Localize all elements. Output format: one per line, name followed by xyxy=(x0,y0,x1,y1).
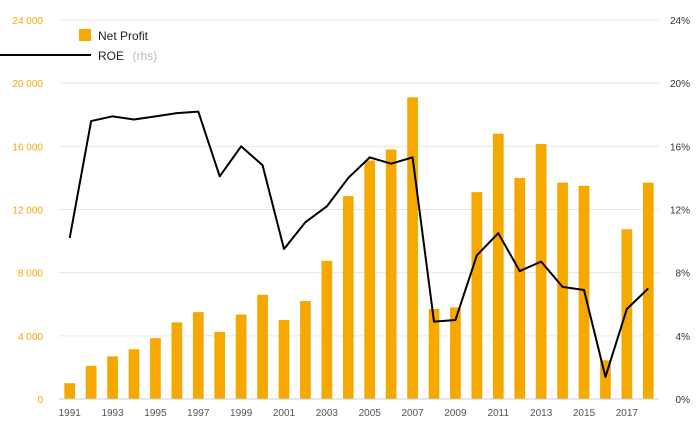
x-tick-label: 2001 xyxy=(273,408,296,419)
legend-marker-net-profit xyxy=(79,29,91,41)
bar-net-profit-1997 xyxy=(192,312,204,399)
bar-net-profit-1998 xyxy=(214,331,226,399)
bar-net-profit-2003 xyxy=(321,260,333,399)
bar-net-profit-2010 xyxy=(471,192,483,399)
x-tick-label: 2017 xyxy=(616,408,639,419)
x-tick-label: 1991 xyxy=(59,408,82,419)
bar-net-profit-1999 xyxy=(235,314,247,399)
axes: 0 4 000 8 000 12 000 16 000 20 000 24 000 0% 4% 8… xyxy=(12,16,690,419)
x-tick-label: 1997 xyxy=(187,408,210,419)
bar-net-profit-2005 xyxy=(364,160,376,399)
x-tick-label: 2015 xyxy=(573,408,596,419)
roe-line xyxy=(68,110,649,378)
bar-net-profit-2013 xyxy=(535,143,547,399)
x-tick-label: 1995 xyxy=(144,408,167,419)
bar-net-profit-2006 xyxy=(385,149,397,399)
y-left-tick-label: 24 000 xyxy=(12,16,43,27)
bar-net-profit-2002 xyxy=(300,301,311,399)
x-tick-label: 1993 xyxy=(101,408,124,419)
x-tick-label: 1999 xyxy=(230,408,253,419)
y-left-tick-label: 20 000 xyxy=(12,79,43,90)
bar-net-profit-2001 xyxy=(278,320,290,399)
bar-net-profit-2018 xyxy=(642,182,654,399)
x-tick-label: 2007 xyxy=(401,408,424,419)
bar-net-profit-1995 xyxy=(150,338,161,399)
bar-net-profit-2012 xyxy=(514,177,526,399)
bar-net-profit-2017 xyxy=(621,229,633,399)
bar-net-profit-2008 xyxy=(428,308,440,399)
y-right-tick-label: 4% xyxy=(676,332,691,343)
y-left-tick-label: 16 000 xyxy=(12,142,43,153)
bar-net-profit-2014 xyxy=(557,182,568,399)
y-right-tick-label: 12% xyxy=(670,206,690,217)
legend-label-net-profit: Net Profit xyxy=(98,29,149,43)
bar-net-profit-1991 xyxy=(64,383,76,399)
bar-net-profit-2007 xyxy=(407,97,418,400)
y-left-tick-label: 4 000 xyxy=(18,332,43,343)
gridlines xyxy=(59,19,659,400)
y-right-tick-label: 20% xyxy=(670,79,690,90)
bar-net-profit-1992 xyxy=(85,365,97,399)
roe-line-group xyxy=(68,110,649,378)
legend-label-roe: ROE (rhs) xyxy=(98,47,157,64)
x-tick-label: 2009 xyxy=(444,408,467,419)
bar-net-profit-1994 xyxy=(128,349,140,399)
y-right-tick-label: 16% xyxy=(670,142,690,153)
bar-net-profit-2000 xyxy=(257,294,268,399)
bar-net-profit-2011 xyxy=(492,133,504,399)
y-right-tick-label: 24% xyxy=(670,16,690,27)
legend-label-roe-suffix: (rhs) xyxy=(132,49,157,63)
y-left-tick-label: 8 000 xyxy=(18,269,43,280)
y-right-tick-label: 0% xyxy=(676,395,691,406)
bar-net-profit-2016 xyxy=(600,360,611,399)
legend-label-roe-text: ROE xyxy=(98,49,124,63)
x-tick-label: 2003 xyxy=(316,408,339,419)
x-tick-label: 2011 xyxy=(488,408,510,419)
y-right-tick-label: 8% xyxy=(676,269,691,280)
bar-net-profit-1996 xyxy=(171,322,183,399)
bar-net-profit-1993 xyxy=(107,356,118,399)
x-tick-label: 2013 xyxy=(530,408,553,419)
net-profit-bars xyxy=(64,97,654,400)
legend: Net Profit ROE (rhs) xyxy=(0,29,157,64)
bar-net-profit-2009 xyxy=(450,307,461,399)
y-left-tick-label: 12 000 xyxy=(12,206,43,217)
bar-net-profit-2004 xyxy=(342,196,354,399)
x-tick-label: 2005 xyxy=(359,408,382,419)
y-left-tick-label: 0 xyxy=(37,395,43,406)
